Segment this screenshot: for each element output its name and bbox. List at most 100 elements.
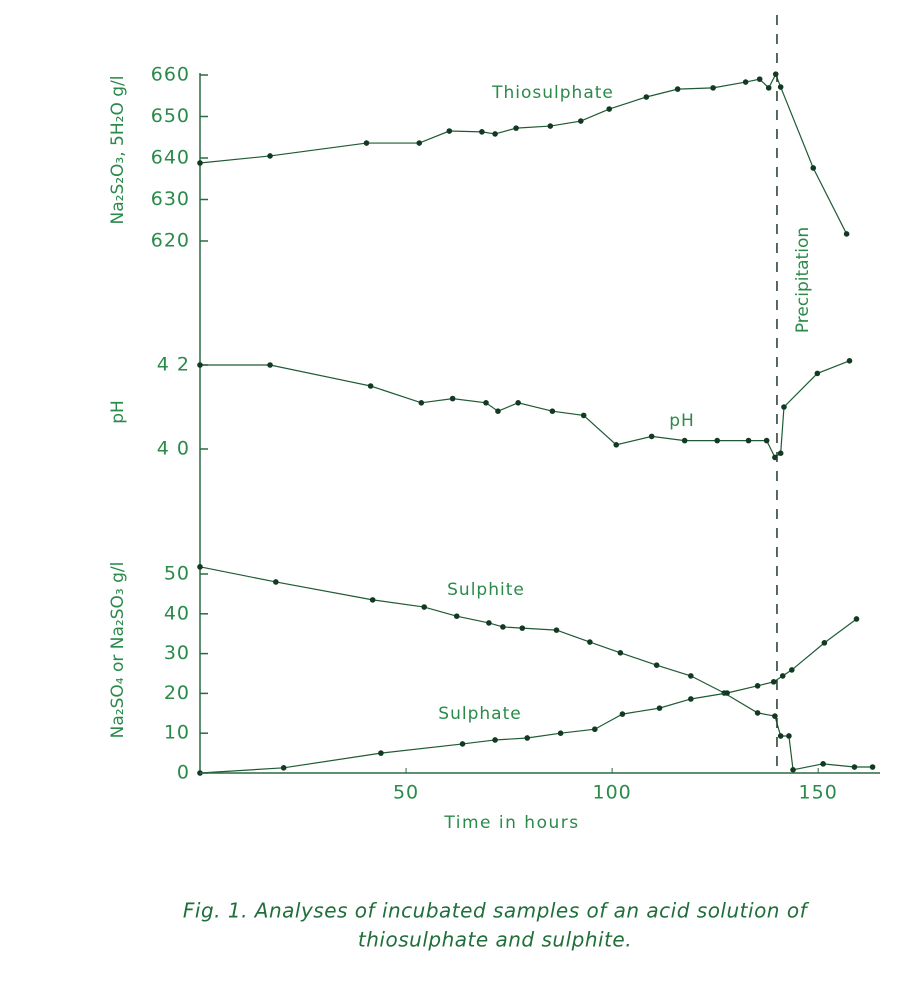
point <box>777 733 784 739</box>
y-tick-label: 630 <box>151 188 190 210</box>
point <box>688 673 694 679</box>
caption: Fig. 1. Analyses of incubated samples of… <box>183 899 810 923</box>
x-axis-label: Time in hours <box>443 813 579 833</box>
y-tick-label: 620 <box>151 230 190 252</box>
y-axis-label: Na₂S₂O₃, 5H₂O g/l <box>108 76 128 225</box>
x-tick-label: 150 <box>799 782 838 804</box>
line <box>200 360 850 459</box>
point <box>756 76 763 82</box>
point <box>547 123 554 129</box>
point <box>492 131 498 137</box>
point <box>378 750 384 756</box>
point <box>267 362 273 368</box>
point <box>446 128 453 134</box>
point <box>853 616 860 622</box>
point <box>814 370 821 377</box>
point <box>770 679 777 685</box>
point <box>777 84 784 90</box>
point <box>524 735 531 741</box>
point <box>197 362 203 368</box>
point <box>486 620 492 626</box>
y-tick-label: 660 <box>151 64 190 86</box>
line <box>199 566 873 771</box>
y-tick-label: 640 <box>151 147 190 169</box>
point <box>643 94 650 100</box>
point <box>369 597 376 603</box>
point <box>367 383 374 389</box>
point <box>273 579 279 585</box>
point <box>553 627 560 633</box>
point <box>492 737 498 743</box>
point <box>772 713 778 719</box>
point <box>786 733 792 739</box>
x-tick-label: 100 <box>592 782 631 804</box>
point <box>790 767 796 773</box>
x-tick-label: 50 <box>393 782 419 804</box>
y-tick-label: 50 <box>164 563 190 585</box>
series-label: Thiosulphate <box>491 83 614 103</box>
point <box>587 639 593 645</box>
point <box>869 764 876 770</box>
point <box>710 85 716 91</box>
point <box>820 761 826 767</box>
line <box>199 618 857 774</box>
annotation: Precipitation <box>793 227 813 333</box>
point <box>789 667 795 673</box>
y-tick-label: 4 0 <box>157 438 190 460</box>
point <box>745 437 752 444</box>
point <box>688 696 694 702</box>
y-tick-label: 30 <box>164 642 190 664</box>
point <box>606 106 613 112</box>
point <box>777 450 784 457</box>
point <box>197 160 203 166</box>
point <box>592 726 598 733</box>
point <box>416 140 423 146</box>
point <box>197 564 203 570</box>
y-tick-label: 650 <box>151 105 190 127</box>
point <box>449 395 456 402</box>
point <box>765 85 772 91</box>
point <box>779 673 786 679</box>
point <box>821 640 828 646</box>
point <box>810 165 817 171</box>
point <box>754 683 761 689</box>
point <box>781 404 787 410</box>
point <box>656 705 663 711</box>
point <box>851 764 858 770</box>
point <box>495 408 501 415</box>
point <box>714 437 721 444</box>
point <box>421 604 427 610</box>
point <box>513 125 519 131</box>
y-axis-label: pH <box>108 400 128 424</box>
series-label: pH <box>669 411 695 431</box>
point <box>483 400 489 406</box>
point <box>453 613 460 619</box>
point <box>578 118 584 124</box>
y-tick-label: 20 <box>164 682 190 704</box>
point <box>580 412 587 419</box>
y-axis-label: Na₂SO₄ or Na₂SO₃ g/l <box>108 562 128 739</box>
y-tick-label: 10 <box>164 722 190 744</box>
caption: thiosulphate and sulphite. <box>358 928 632 952</box>
point <box>363 140 370 146</box>
point <box>549 408 556 415</box>
point <box>653 662 660 668</box>
point <box>763 437 770 444</box>
point <box>754 710 761 716</box>
point <box>459 741 466 747</box>
point <box>681 437 688 444</box>
point <box>613 442 620 448</box>
point <box>418 400 425 406</box>
series-label: Sulphite <box>447 580 525 600</box>
point <box>267 153 273 159</box>
point <box>674 86 681 92</box>
point <box>280 765 287 771</box>
y-tick-label: 4 2 <box>157 354 190 376</box>
point <box>479 129 485 135</box>
point <box>619 711 626 717</box>
point <box>617 650 624 656</box>
y-tick-label: 40 <box>164 602 190 624</box>
series-label: Sulphate <box>438 704 521 724</box>
point <box>742 79 749 85</box>
